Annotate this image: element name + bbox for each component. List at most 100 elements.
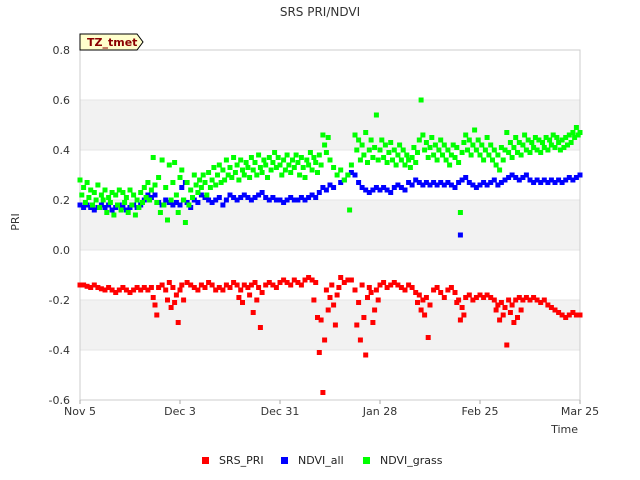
data-point <box>81 282 87 288</box>
data-point <box>263 195 269 200</box>
data-point <box>559 137 565 143</box>
data-point <box>506 297 512 303</box>
data-point <box>570 130 576 135</box>
data-point <box>348 277 354 283</box>
data-point <box>222 177 228 183</box>
data-point <box>229 175 235 180</box>
data-point <box>388 140 394 145</box>
data-point <box>127 187 133 193</box>
data-point <box>297 172 303 178</box>
data-point <box>316 350 322 355</box>
data-point <box>95 285 101 290</box>
data-point <box>481 295 487 300</box>
data-point <box>240 300 245 305</box>
data-point <box>240 167 245 173</box>
data-point <box>311 297 317 303</box>
data-point <box>563 177 569 183</box>
data-point <box>552 180 558 185</box>
plot-band <box>80 250 580 300</box>
data-point <box>127 290 133 295</box>
data-point <box>468 152 474 158</box>
data-point <box>170 285 176 290</box>
data-point <box>461 312 467 318</box>
data-point <box>113 290 119 295</box>
data-point <box>154 312 160 318</box>
legend-label: SRS_PRI <box>219 454 264 467</box>
data-point <box>425 155 431 160</box>
data-point <box>232 170 238 175</box>
data-point <box>497 317 503 323</box>
legend-label: NDVI_all <box>298 454 344 467</box>
data-point <box>548 177 554 183</box>
data-point <box>484 292 490 298</box>
data-point <box>327 157 333 163</box>
data-point <box>93 197 99 203</box>
data-point <box>397 142 403 148</box>
data-point <box>365 295 370 300</box>
data-point <box>282 167 288 173</box>
data-point <box>306 275 312 280</box>
data-point <box>306 162 312 168</box>
data-point <box>170 180 176 185</box>
data-point <box>391 147 397 153</box>
data-point <box>523 172 529 178</box>
data-point <box>148 285 154 290</box>
data-point <box>432 142 438 148</box>
data-point <box>304 157 310 163</box>
data-point <box>159 157 165 163</box>
data-point <box>452 290 458 295</box>
data-point <box>366 147 372 153</box>
data-point <box>518 307 524 313</box>
data-point <box>434 182 440 188</box>
data-point <box>548 142 554 148</box>
data-point <box>409 155 415 160</box>
data-point <box>431 152 437 158</box>
data-point <box>288 170 294 175</box>
data-point <box>372 307 378 313</box>
data-point <box>559 180 565 185</box>
data-point <box>520 175 526 180</box>
data-point <box>173 192 179 198</box>
data-point <box>423 295 429 300</box>
data-point <box>556 140 562 145</box>
data-point <box>545 302 551 308</box>
data-point <box>554 135 560 140</box>
data-point <box>281 200 287 205</box>
data-point <box>402 162 408 168</box>
data-point <box>418 97 424 103</box>
data-point <box>225 172 231 178</box>
data-point <box>259 290 265 295</box>
data-point <box>179 185 185 190</box>
data-point <box>298 195 304 200</box>
data-point <box>195 200 201 205</box>
data-point <box>463 175 469 180</box>
data-point <box>331 302 337 308</box>
data-point <box>257 165 263 170</box>
data-point <box>102 287 108 293</box>
data-point <box>395 182 401 188</box>
data-point <box>206 197 212 203</box>
data-point <box>202 285 208 290</box>
chart-title: SRS PRI/NDVI <box>280 5 360 19</box>
data-point <box>252 280 258 285</box>
data-point <box>388 190 394 195</box>
data-point <box>531 145 537 150</box>
data-point <box>456 180 462 185</box>
data-point <box>472 127 478 133</box>
y-tick-label: 0.0 <box>53 244 71 257</box>
data-point <box>391 185 397 190</box>
data-point <box>416 180 422 185</box>
data-point <box>413 160 419 165</box>
data-point <box>565 142 570 148</box>
data-point <box>259 170 265 175</box>
data-point <box>470 297 476 303</box>
data-point <box>261 157 267 163</box>
data-point <box>434 157 440 163</box>
data-point <box>513 297 519 303</box>
data-point <box>457 317 463 323</box>
data-point <box>427 145 433 150</box>
data-point <box>552 145 558 150</box>
data-point <box>273 165 279 170</box>
y-tick-label: 0.2 <box>53 194 71 207</box>
data-point <box>438 137 444 143</box>
